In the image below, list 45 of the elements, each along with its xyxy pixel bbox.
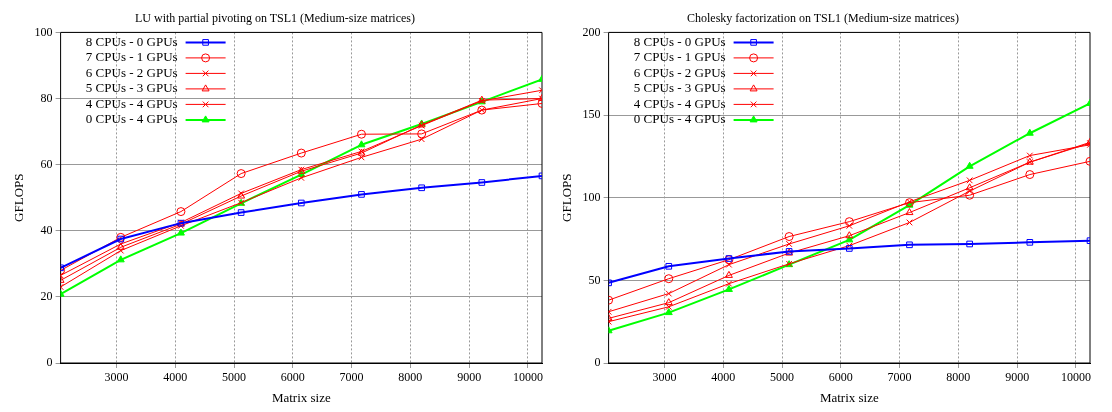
x-tick-label: 6000 <box>828 370 853 385</box>
x-tick-label: 5000 <box>222 370 247 385</box>
x-tick-label: 6000 <box>280 370 305 385</box>
x-tick-label: 7000 <box>887 370 912 385</box>
x-tick-label: 9000 <box>1005 370 1030 385</box>
legend-label: 6 CPUs - 2 GPUs <box>633 64 726 80</box>
x-tick-label: 8000 <box>946 370 971 385</box>
x-axis-title: Matrix size <box>271 389 331 405</box>
y-tick-label: 0 <box>46 355 53 370</box>
x-tick-label: 3000 <box>652 370 677 385</box>
chart-title: LU with partial pivoting on TSL1 (Medium-size matrices) <box>134 11 416 26</box>
y-tick-label: 50 <box>588 272 601 287</box>
y-tick-label: 200 <box>582 24 601 39</box>
x-tick-label: 5000 <box>770 370 795 385</box>
x-tick-label: 10000 <box>1060 370 1091 385</box>
y-tick-label: 20 <box>40 289 53 304</box>
x-tick-label: 7000 <box>339 370 364 385</box>
x-axis-title: Matrix size <box>819 389 879 405</box>
x-tick-label: 10000 <box>512 370 543 385</box>
y-tick-label: 40 <box>40 222 53 237</box>
x-tick-label: 8000 <box>398 370 423 385</box>
y-tick-label: 0 <box>594 355 601 370</box>
legend-label: 8 CPUs - 0 GPUs <box>85 33 178 49</box>
legend-label: 4 CPUs - 4 GPUs <box>85 95 178 111</box>
legend-label: 7 CPUs - 1 GPUs <box>633 49 726 65</box>
legend-label: 4 CPUs - 4 GPUs <box>633 95 726 111</box>
y-tick-label: 60 <box>40 156 53 171</box>
legend-label: 0 CPUs - 4 GPUs <box>85 111 178 127</box>
y-tick-label: 100 <box>34 24 53 39</box>
x-tick-label: 3000 <box>104 370 129 385</box>
y-tick-label: 100 <box>582 189 601 204</box>
legend-label: 8 CPUs - 0 GPUs <box>633 33 726 49</box>
legend-label: 5 CPUs - 3 GPUs <box>633 80 726 96</box>
x-tick-label: 9000 <box>457 370 482 385</box>
x-tick-label: 4000 <box>163 370 188 385</box>
y-axis-title: GFLOPS <box>559 173 575 222</box>
x-tick-label: 4000 <box>711 370 736 385</box>
legend-label: 0 CPUs - 4 GPUs <box>633 111 726 127</box>
y-tick-label: 80 <box>40 90 53 105</box>
legend-label: 5 CPUs - 3 GPUs <box>85 80 178 96</box>
y-axis-title: GFLOPS <box>11 173 27 222</box>
legend-label: 7 CPUs - 1 GPUs <box>85 49 178 65</box>
chart-title: Cholesky factorization on TSL1 (Medium-size matrices) <box>686 11 960 26</box>
legend-label: 6 CPUs - 2 GPUs <box>85 64 178 80</box>
y-tick-label: 150 <box>582 107 601 122</box>
